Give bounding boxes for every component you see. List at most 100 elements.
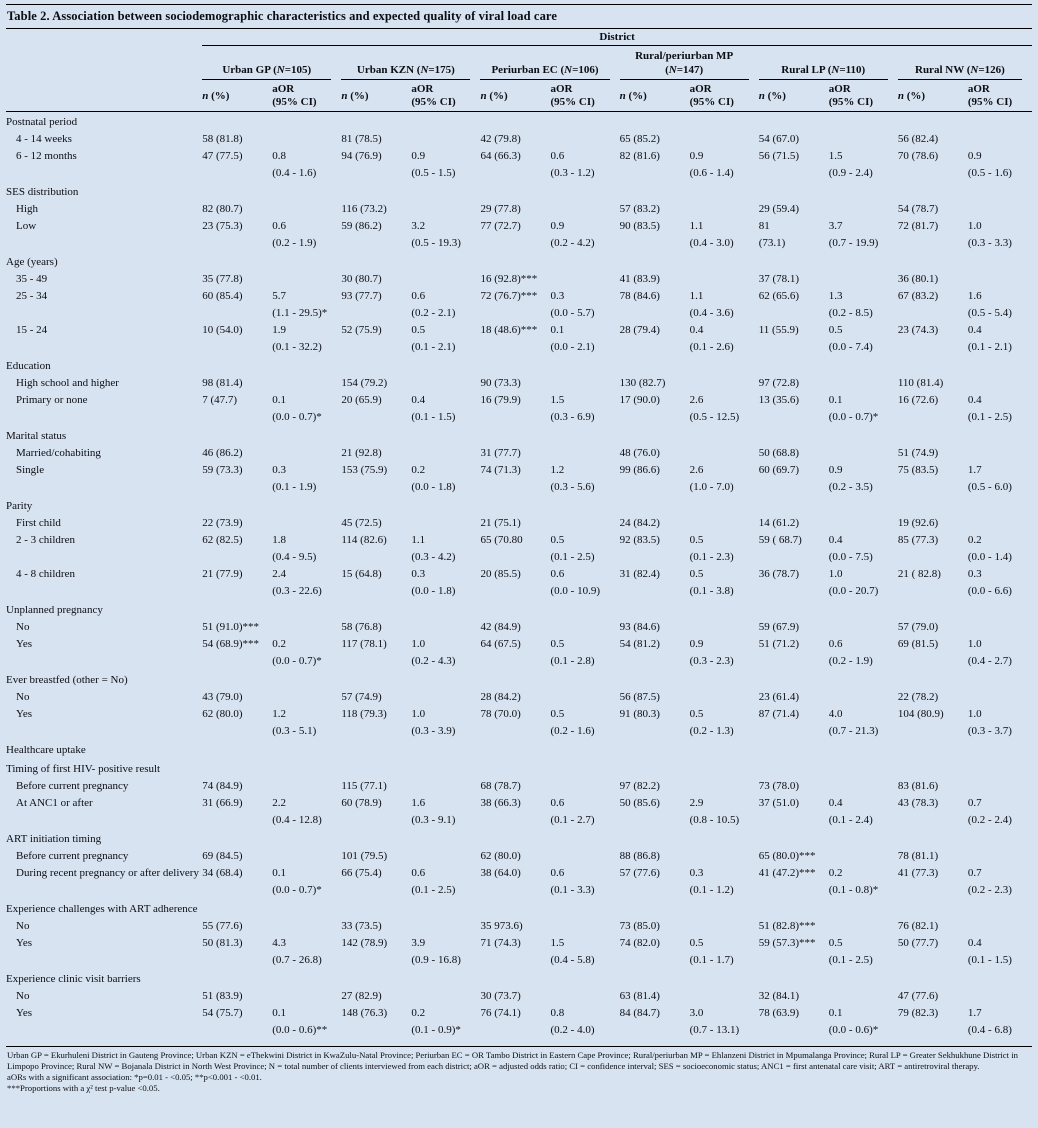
n-percent-value: 43 (79.0) — [202, 691, 243, 703]
n-percent-value: 31 (77.7) — [480, 447, 521, 459]
n-percent-value: 47 (77.5) — [202, 150, 243, 162]
aor-value: 4.0 — [828, 708, 843, 720]
aor-ci-value: 1.0 (0.4 - 2.7) — [968, 636, 1032, 670]
n-percent-value: 72 (81.7) — [897, 220, 939, 232]
row-label: 4 - 8 children — [16, 568, 75, 580]
aor-ci-value: 0.4 (0.1 - 1.5) — [411, 392, 480, 426]
n-percent-value: 22 (78.2) — [897, 691, 939, 703]
footnotes: Urban GP = Ekurhuleni District in Gauten… — [6, 1046, 1032, 1094]
section-label: Healthcare uptake — [6, 744, 86, 756]
section-label: Parity — [6, 500, 33, 512]
aor-value: 1.2 — [272, 708, 286, 720]
n-percent-value: 79 (82.3) — [897, 1007, 939, 1019]
section-row-5: Parity — [6, 496, 1032, 515]
ci-value: (0.8 - 10.5) — [689, 814, 740, 826]
row-label: First child — [16, 517, 61, 529]
n-percent-value: 34 (68.4) — [202, 867, 243, 879]
aor-ci-value — [272, 201, 341, 218]
n-percent-value: 36 (78.7) — [758, 568, 800, 580]
section-label: Age (years) — [6, 256, 58, 268]
ci-value: (0.3 - 2.3) — [689, 655, 734, 667]
aor-ci-value — [968, 201, 1032, 218]
n-percent-value: 23 (74.3) — [897, 324, 939, 336]
n-percent-value: 45 (72.5) — [341, 517, 382, 529]
aor-ci-value: 0.8 (0.2 - 4.0) — [551, 1005, 620, 1039]
n-percent-value: 33 (73.5) — [341, 920, 382, 932]
ci-value: (0.1 - 3.3) — [550, 884, 595, 896]
aor-value: 1.5 — [828, 150, 843, 162]
n-percent-value: 154 (79.2) — [341, 377, 388, 389]
aor-ci-value — [968, 131, 1032, 148]
aor-ci-value: 0.9 (0.3 - 2.3) — [690, 636, 759, 670]
ci-value: (0.0 - 0.7)* — [828, 411, 879, 423]
ci-value: (0.0 - 7.5) — [828, 551, 873, 563]
aor-value: 2.2 — [272, 797, 286, 809]
ci-value: (0.7 - 26.8) — [272, 954, 322, 966]
section-row-4: Marital status — [6, 426, 1032, 445]
aor-value: 0.5 — [828, 324, 843, 336]
ci-value: (1.1 - 29.5)* — [272, 307, 328, 319]
aor-ci-value — [829, 515, 898, 532]
aor-value: 1.0 — [411, 708, 426, 720]
table-body: Postnatal period 4 - 14 weeks 58 (81.8) 81 … — [6, 112, 1032, 1040]
n-percent-value: 78 (70.0) — [480, 708, 521, 720]
n-percent-value: 14 (61.2) — [758, 517, 800, 529]
section-label: Ever breastfed (other = No) — [6, 674, 128, 686]
aor-value: 0.7 — [967, 867, 982, 879]
aor-ci-value: 0.1 (0.0 - 0.6)** — [272, 1005, 341, 1039]
ci-value: (0.0 - 0.7)* — [272, 884, 322, 896]
ci-value: (0.6 - 1.4) — [689, 167, 734, 179]
aor-value: 1.0 — [967, 708, 982, 720]
n-percent-value: 78 (63.9) — [758, 1007, 800, 1019]
section-label: Experience clinic visit barriers — [6, 973, 141, 985]
ci-value: (0.7 - 21.3) — [828, 725, 879, 737]
aor-ci-value — [551, 619, 620, 636]
aor-ci-value — [551, 445, 620, 462]
n-percent-value: 97 (82.2) — [619, 780, 660, 792]
row-label: 4 - 14 weeks — [16, 133, 72, 145]
aor-ci-value — [829, 689, 898, 706]
n-percent-value: 57 (74.9) — [341, 691, 382, 703]
footnote-chi-square: ***Proportions with a χ² test p-value <0… — [7, 1083, 160, 1093]
n-percent-value: 41 (47.2)*** — [758, 867, 816, 879]
ci-value: (0.9 - 16.8) — [411, 954, 461, 966]
aor-ci-value — [829, 918, 898, 935]
aor-value: 0.2 — [967, 534, 982, 546]
aor-ci-value: 0.3 (0.0 - 6.6) — [968, 566, 1032, 600]
aor-ci-value: 0.1 (0.0 - 0.6)* — [829, 1005, 898, 1039]
n-percent-value: 88 (86.8) — [619, 850, 660, 862]
n-percent-value: 19 (92.6) — [897, 517, 939, 529]
table-row: 4 - 8 children 21 (77.9) 2.4 (0.3 - 22.6) 15… — [6, 566, 1032, 600]
section-label: Experience challenges with ART adherence — [6, 903, 198, 915]
n-percent-value: 83 (81.6) — [897, 780, 939, 792]
table-2: District Urban GP (N=105) Urban KZN (N=17… — [6, 29, 1032, 1039]
table-row: Before current pregnancy 69 (84.5) 101 (79… — [6, 848, 1032, 865]
aor-ci-value — [272, 375, 341, 392]
aor-ci-value: 0.1 (0.0 - 0.7)* — [272, 865, 341, 899]
n-percent-value: 55 (77.6) — [202, 920, 243, 932]
aor-value: 0.9 — [689, 150, 704, 162]
ci-value: (0.4 - 3.6) — [689, 307, 734, 319]
aor-ci-value: 0.2 (0.0 - 1.4) — [968, 532, 1032, 566]
ci-value: (0.1 - 3.8) — [689, 585, 734, 597]
aor-value: 0.1 — [828, 394, 843, 406]
aor-value: 0.6 — [828, 638, 843, 650]
aor-value: 1.0 — [411, 638, 426, 650]
aor-ci-value: 1.0 (0.3 - 3.9) — [411, 706, 480, 740]
section-label: Education — [6, 360, 51, 372]
aor-value: 2.9 — [689, 797, 704, 809]
aor-value: 0.3 — [272, 464, 286, 476]
aor-ci-value — [968, 778, 1032, 795]
aor-ci-value: 0.4 (0.1 - 2.4) — [829, 795, 898, 829]
ci-value: (0.4 - 2.7) — [967, 655, 1012, 667]
n-percent-value: 30 (80.7) — [341, 273, 382, 285]
n-percent-value: 70 (78.6) — [897, 150, 939, 162]
aor-value: 3.7 — [828, 220, 843, 232]
col-header-n-4: n (%) — [758, 80, 829, 112]
ci-value: (0.2 - 4.3) — [411, 655, 456, 667]
ci-value: (0.1 - 2.5) — [967, 411, 1012, 423]
n-percent-value: 41 (77.3) — [897, 867, 939, 879]
aor-ci-value — [551, 515, 620, 532]
n-percent-value: 115 (77.1) — [341, 780, 387, 792]
table-row: Low 23 (75.3) 0.6 (0.2 - 1.9) 59 (86.2) 3.2 (0… — [6, 218, 1032, 252]
